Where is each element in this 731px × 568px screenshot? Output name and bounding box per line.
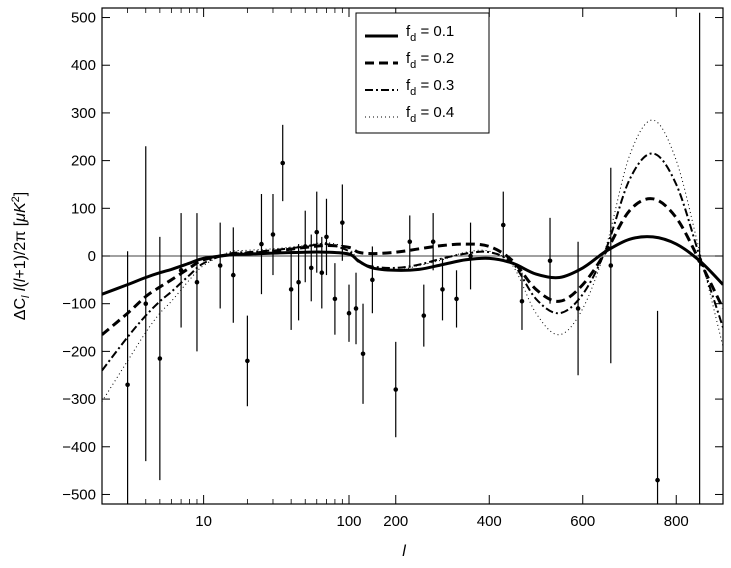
data-point xyxy=(370,277,375,283)
y-tick-label: 200 xyxy=(71,153,96,170)
x-tick-label: 600 xyxy=(570,513,595,530)
y-tick-label: 400 xyxy=(71,57,96,74)
data-point xyxy=(353,306,359,311)
data-point xyxy=(230,272,236,278)
x-tick-label: 100 xyxy=(336,513,361,530)
data-point xyxy=(259,241,264,247)
y-tick-label: 100 xyxy=(71,200,96,217)
data-point xyxy=(217,263,223,268)
data-point xyxy=(143,301,149,306)
data-point xyxy=(421,313,427,318)
y-axis-title: ΔCl l(l+1)/2π [μK2] xyxy=(10,192,32,320)
y-tick-label: −400 xyxy=(62,439,96,456)
data-point xyxy=(270,232,276,237)
data-point xyxy=(157,356,163,361)
data-point xyxy=(608,263,614,268)
data-point xyxy=(468,253,473,259)
x-tick-label: 10 xyxy=(195,513,212,530)
data-point xyxy=(308,265,314,271)
data-point xyxy=(360,351,366,357)
ticks-layer: 500 400 300 200 100 0 −100 −200 −300 −400 −500 10 10… xyxy=(62,8,723,530)
data-point xyxy=(407,239,413,244)
data-point xyxy=(575,306,581,311)
legend-box xyxy=(355,12,490,134)
data-point xyxy=(280,160,286,166)
x-axis-title: l xyxy=(402,543,406,560)
data-point xyxy=(340,220,345,225)
data-point xyxy=(655,477,660,483)
data-point xyxy=(440,287,445,292)
data-point xyxy=(393,387,399,392)
data-point xyxy=(547,258,553,264)
data-point xyxy=(314,229,320,235)
data-point xyxy=(324,234,329,240)
data-point xyxy=(194,279,200,285)
x-tick-label: 200 xyxy=(383,513,408,530)
data-point xyxy=(332,296,338,302)
legend-label-3: fd = 0.3 xyxy=(406,77,454,98)
legend-label-4: fd = 0.4 xyxy=(406,104,454,125)
data-point xyxy=(346,310,352,316)
legend-label-1: fd = 0.1 xyxy=(406,23,454,44)
data-point xyxy=(288,287,294,292)
data-point xyxy=(500,222,506,228)
legend-label-2: fd = 0.2 xyxy=(406,50,454,71)
data-point xyxy=(125,382,130,388)
y-tick-label: −200 xyxy=(62,343,96,360)
y-tick-label: −300 xyxy=(62,391,96,408)
series-line-2 xyxy=(102,197,723,336)
y-tick-label: 300 xyxy=(71,105,96,122)
y-tick-label: −500 xyxy=(62,486,96,503)
y-tick-label: 0 xyxy=(88,248,96,265)
x-tick-label: 800 xyxy=(664,513,689,530)
data-point xyxy=(454,296,459,302)
data-point xyxy=(430,239,436,244)
data-point xyxy=(245,358,250,364)
series-layer xyxy=(102,119,723,402)
data-point xyxy=(519,299,525,304)
errorbars-layer xyxy=(125,12,702,504)
legend: fd = 0.1 fd = 0.2 fd = 0.3 fd = 0.4 xyxy=(355,12,490,134)
data-point xyxy=(319,270,325,275)
series-line-3 xyxy=(102,152,723,372)
y-tick-label: −100 xyxy=(62,296,96,313)
x-tick-label: 400 xyxy=(477,513,502,530)
y-tick-label: 500 xyxy=(71,10,96,27)
data-point xyxy=(296,279,301,285)
